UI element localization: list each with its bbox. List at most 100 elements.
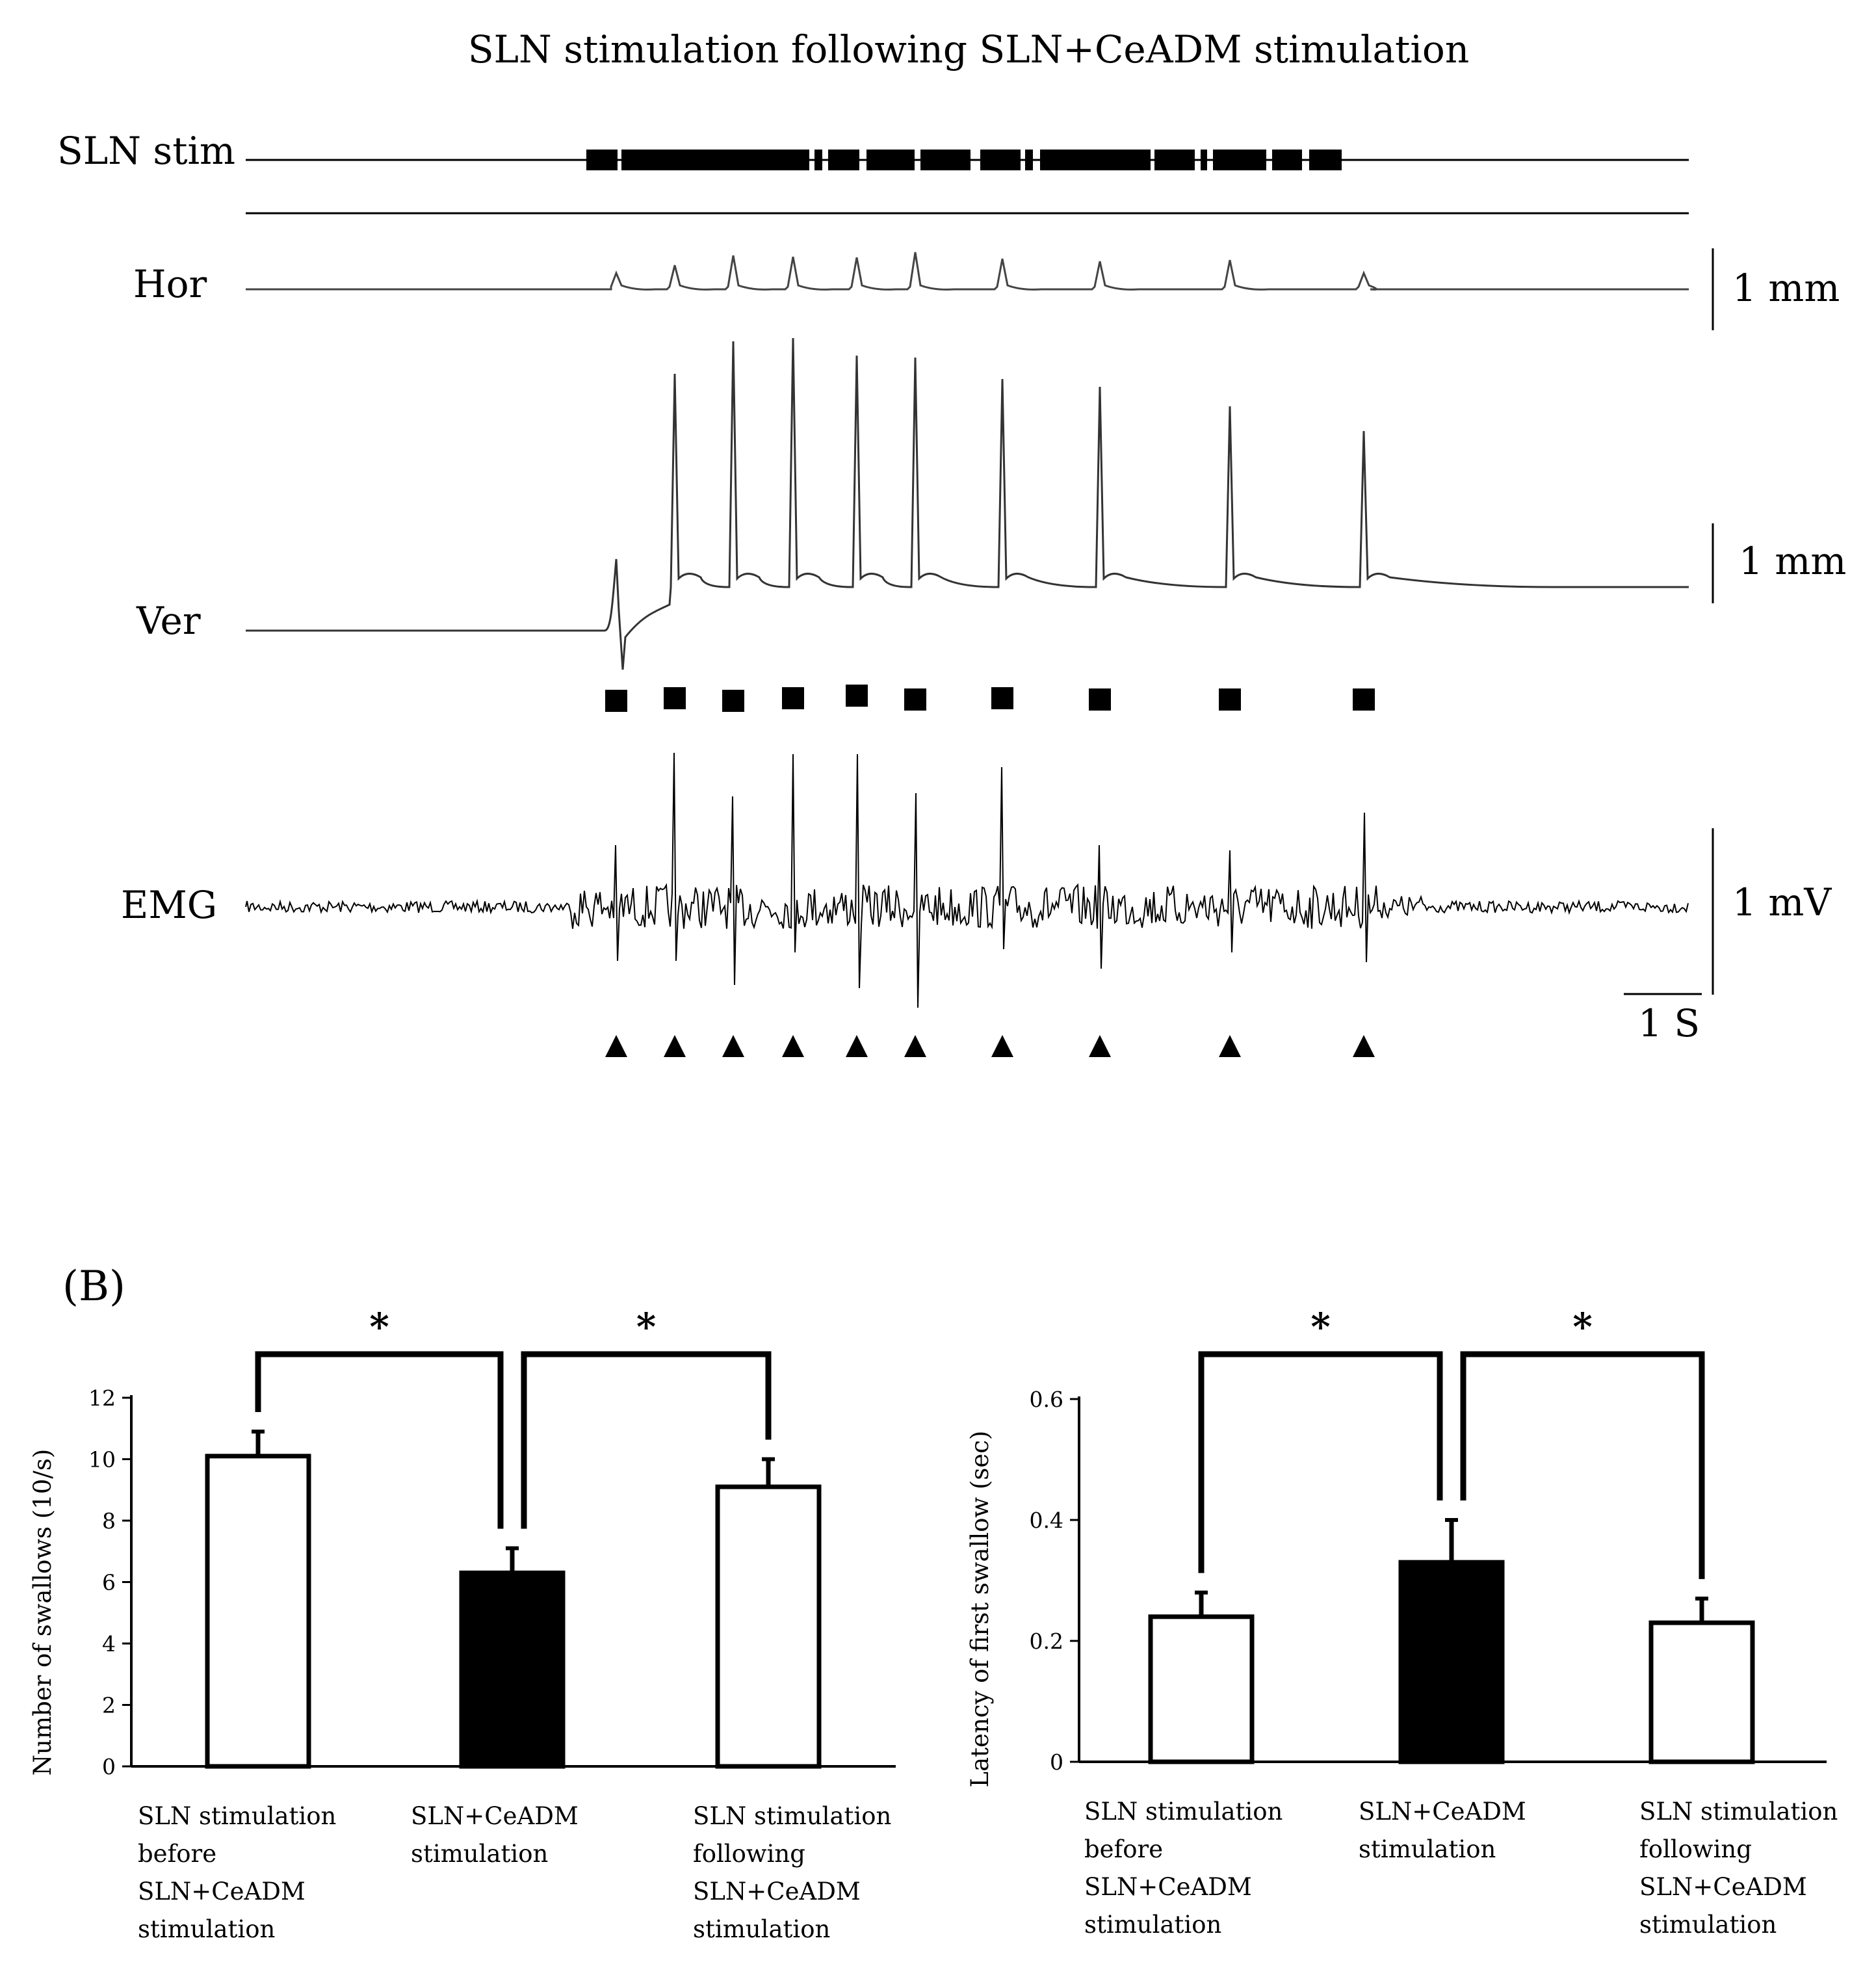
c1-bar (1648, 1620, 1755, 1764)
category-line: SLN+CeADM (1359, 1798, 1526, 1826)
category-line: SLN stimulation (1639, 1798, 1838, 1826)
stim-pulse (866, 150, 915, 170)
swallow-triangle-marker (1089, 1035, 1111, 1057)
swallow-triangle-marker (991, 1035, 1013, 1057)
stim-pulse (658, 150, 663, 170)
c1-ylabel: Latency of first swallow (sec) (966, 1431, 994, 1788)
category-line: before (138, 1840, 217, 1868)
swallow-square-marker (605, 690, 627, 712)
time-scale-label: 1 S (1638, 1001, 1700, 1045)
swallow-count-chart: 0 2 4 6 8 10 12 * * Number of swallows (10/s) (29, 1305, 896, 1779)
stim-pulse (1272, 150, 1302, 170)
swallow-triangle-marker (846, 1035, 868, 1057)
panel-b-label: (B) (62, 1263, 125, 1311)
emg-trace (245, 752, 1689, 1008)
ver-trace (246, 337, 1689, 670)
swallow-square-marker (904, 688, 926, 711)
stim-pulse (663, 150, 809, 170)
c1-bar (1148, 1614, 1255, 1764)
swallow-square-markers (605, 685, 1375, 712)
swallow-square-marker (1219, 688, 1241, 711)
swallow-square-marker (782, 687, 804, 709)
category-line: following (1639, 1835, 1752, 1863)
stim-pulse (586, 150, 618, 170)
swallow-triangle-marker (664, 1035, 686, 1057)
c0-y-tick-label: 4 (102, 1631, 116, 1656)
stim-pulse (1201, 150, 1207, 170)
category-line: stimulation (1084, 1911, 1222, 1939)
swallow-triangle-markers (605, 1035, 1375, 1057)
category-line: stimulation (693, 1915, 831, 1943)
stim-pulse (1213, 150, 1266, 170)
ver-scale-label: 1 mm (1739, 539, 1846, 583)
category-line: SLN stimulation (693, 1802, 892, 1830)
c1-bar (1398, 1560, 1505, 1764)
c0-bar (459, 1570, 566, 1769)
category-line: SLN+CeADM (411, 1802, 579, 1830)
c0-y-tick-label: 6 (102, 1570, 116, 1595)
stim-pulse (621, 150, 658, 170)
category-line: stimulation (1639, 1911, 1777, 1939)
swallow-triangle-marker (904, 1035, 926, 1057)
category-line: before (1084, 1835, 1164, 1863)
swallow-square-marker (722, 690, 744, 712)
stim-pulse (1025, 150, 1033, 170)
stim-label: SLN stim (57, 129, 235, 173)
c0-y-tick-label: 0 (102, 1754, 116, 1779)
ver-label: Ver (136, 599, 201, 643)
category-line: SLN stimulation (1084, 1798, 1283, 1826)
swallow-triangle-marker (782, 1035, 804, 1057)
swallow-square-marker (846, 685, 868, 707)
stim-pulse (920, 150, 971, 170)
c0-y-tick-label: 10 (88, 1447, 116, 1473)
c1-y-tick-label: 0.2 (1030, 1629, 1063, 1654)
swallow-triangle-marker (605, 1035, 627, 1057)
swallow-triangle-marker (722, 1035, 744, 1057)
c1-y-tick-label: 0.6 (1030, 1387, 1063, 1412)
hor-scale-label: 1 mm (1732, 266, 1840, 310)
c0-significance-bracket (255, 1351, 504, 1529)
c1-significance-bracket (1198, 1351, 1443, 1573)
stim-pulse (828, 150, 859, 170)
c0-y-tick-label: 8 (102, 1508, 116, 1534)
category-line: SLN+CeADM (1084, 1873, 1252, 1901)
c1-significance-bracket (1460, 1351, 1705, 1579)
category-line: SLN stimulation (138, 1802, 337, 1830)
c0-bar (715, 1484, 822, 1769)
swallow-square-marker (664, 687, 686, 709)
c0-significance-star: * (636, 1305, 656, 1349)
c0-category-label-1: SLN+CeADM stimulation (411, 1798, 579, 1873)
emg-label: EMG (121, 883, 217, 927)
c0-category-label-0: SLN stimulation before SLN+CeADM stimulatio… (138, 1798, 336, 1948)
hor-trace (246, 252, 1689, 291)
emg-scale-label: 1 mV (1732, 880, 1832, 924)
category-line: stimulation (138, 1915, 276, 1943)
category-line: stimulation (1359, 1835, 1496, 1863)
hor-label: Hor (133, 262, 207, 306)
category-line: following (693, 1840, 805, 1868)
c1-category-label-0: SLN stimulation before SLN+CeADM stimulatio… (1084, 1793, 1283, 1944)
c0-y-tick-label: 2 (102, 1693, 116, 1718)
stim-pulse (814, 150, 822, 170)
stim-pulse (980, 150, 1021, 170)
swallow-square-marker (1089, 688, 1111, 711)
c0-significance-bracket (521, 1351, 772, 1529)
c0-significance-star: * (369, 1305, 389, 1349)
category-line: stimulation (411, 1840, 549, 1868)
c1-category-label-2: SLN stimulation following SLN+CeADM stimula… (1639, 1793, 1838, 1944)
c1-category-label-1: SLN+CeADM stimulation (1359, 1793, 1526, 1868)
category-line: SLN+CeADM (138, 1878, 306, 1905)
c0-bar (205, 1454, 311, 1769)
c1-significance-star: * (1572, 1305, 1592, 1349)
c1-significance-star: * (1310, 1305, 1330, 1349)
c0-y-tick-label: 12 (88, 1385, 116, 1411)
swallow-triangle-marker (1353, 1035, 1375, 1057)
swallow-triangle-marker (1219, 1035, 1241, 1057)
category-line: SLN+CeADM (693, 1878, 861, 1905)
stim-pulse (1040, 150, 1151, 170)
stim-pulse (1309, 150, 1342, 170)
stim-pulse (1154, 150, 1195, 170)
c0-category-label-2: SLN stimulation following SLN+CeADM stimula… (693, 1798, 891, 1948)
category-line: SLN+CeADM (1639, 1873, 1807, 1901)
